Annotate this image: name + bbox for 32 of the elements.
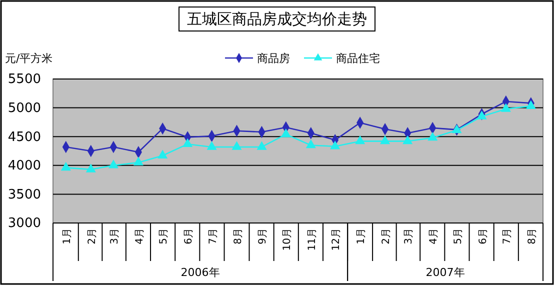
x-tick-label: 12月 (331, 228, 342, 251)
x-tick-label: 8月 (232, 228, 244, 244)
y-tick-label: 3500 (8, 187, 41, 202)
chart-title: 五城区商品房成交均价走势 (187, 10, 367, 28)
x-tick-label: 6月 (478, 228, 489, 244)
x-tick-label: 3月 (109, 228, 120, 244)
x-tick-label: 7月 (502, 228, 513, 244)
x-tick-label: 2月 (381, 228, 392, 244)
x-tick-label: 1月 (356, 228, 368, 244)
x-tick-label: 4月 (134, 228, 146, 244)
y-tick-label: 3000 (8, 216, 41, 232)
legend-label: 商品住宅 (336, 52, 380, 65)
x-tick-label: 8月 (526, 228, 538, 244)
x-tick-label: 5月 (158, 228, 170, 244)
y-tick-label: 4000 (8, 158, 41, 174)
x-tick-label: 5月 (452, 228, 464, 244)
x-tick-label: 10月 (282, 228, 293, 251)
x-tick-label: 9月 (258, 228, 269, 244)
text: 2006年 (180, 266, 220, 279)
legend-label: 商品房 (257, 52, 290, 65)
x-tick-label: 3月 (404, 228, 415, 244)
x-tick-label: 6月 (184, 228, 195, 244)
x-tick-label: 2月 (86, 228, 98, 244)
y-tick-label: 5500 (8, 72, 41, 88)
y-tick-label: 5000 (8, 100, 41, 116)
text: 2007年 (426, 266, 465, 279)
y-axis-title: 元/平方米 (5, 52, 53, 65)
x-tick-label: 7月 (208, 228, 219, 244)
x-tick-label: 11月 (306, 228, 318, 251)
x-tick-label: 1月 (62, 228, 73, 244)
y-tick-label: 4500 (8, 130, 41, 145)
x-tick-label: 4月 (428, 228, 440, 244)
